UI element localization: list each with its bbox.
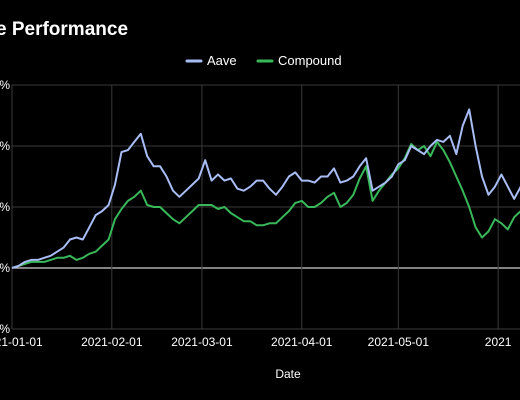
legend-label-compound: Compound <box>278 53 342 68</box>
x-tick-label: 2021-03-01 <box>171 335 233 349</box>
y-tick-label: % <box>0 261 10 275</box>
x-axis-ticks: 2021-01-01 2021-02-01 2021-03-01 2021-04-01… <box>0 335 512 349</box>
legend: Aave Compound <box>185 53 342 68</box>
y-axis-ticks: %%%%% <box>0 78 10 336</box>
legend-label-aave: Aave <box>207 53 237 68</box>
y-tick-label: % <box>0 200 10 214</box>
grid <box>11 84 520 330</box>
x-tick-label: 2021-02-01 <box>81 335 143 349</box>
chart-title: e Performance <box>0 19 128 40</box>
series-line-aave <box>11 108 520 269</box>
series-line-compound <box>11 140 520 269</box>
x-axis-label: Date <box>275 367 301 381</box>
y-tick-label: % <box>0 139 10 153</box>
x-tick-label: 2021-04-01 <box>271 335 333 349</box>
x-tick-label: 2021-01-01 <box>0 335 43 349</box>
series-lines <box>11 108 520 269</box>
x-tick-label: 2021 <box>485 335 512 349</box>
y-tick-label: % <box>0 78 10 92</box>
y-tick-label: % <box>0 322 10 336</box>
x-tick-label: 2021-05-01 <box>368 335 430 349</box>
